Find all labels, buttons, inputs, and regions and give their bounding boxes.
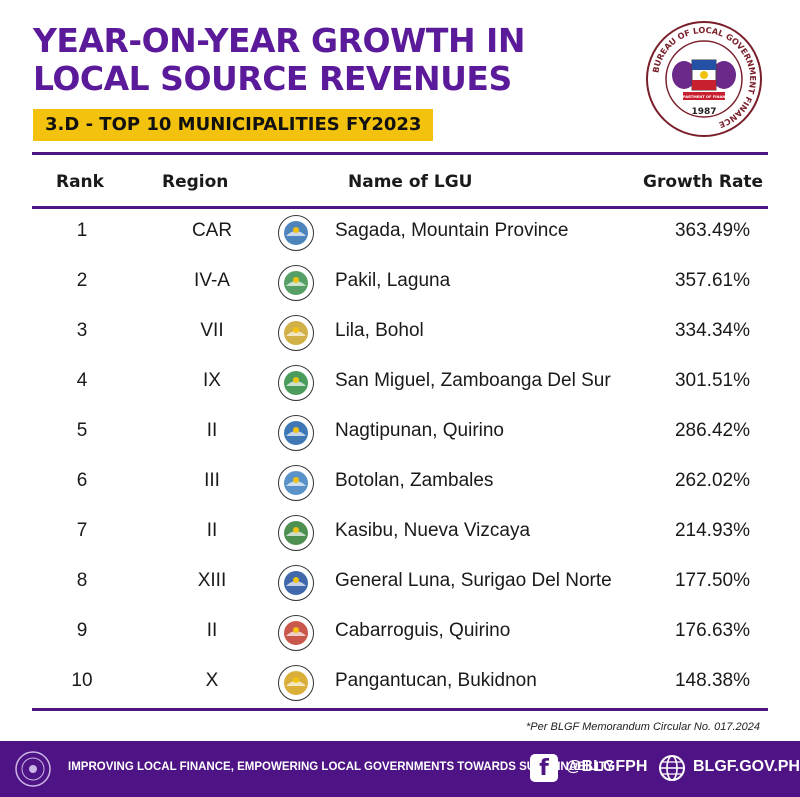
kasibu-seal-icon [278, 515, 314, 551]
header-growth-rate: Growth Rate [643, 172, 764, 192]
bottom-divider [32, 708, 768, 711]
facebook-icon[interactable]: f [530, 754, 558, 782]
region-cell: II [206, 620, 218, 641]
lgu-name-cell: Cabarroguis, Quirino [335, 620, 511, 641]
sagada-seal-icon [278, 215, 314, 251]
growth-rate-cell: 363.49% [674, 220, 750, 241]
header-divider [32, 206, 768, 209]
growth-rate-cell: 177.50% [674, 570, 750, 591]
footer-tagline: IMPROVING LOCAL FINANCE, EMPOWERING LOCA… [68, 761, 614, 773]
footnote: *Per BLGF Memorandum Circular No. 017.20… [526, 721, 760, 733]
region-cell: VII [200, 320, 224, 341]
lgu-name-cell: Lila, Bohol [335, 320, 424, 341]
growth-rate-cell: 301.51% [674, 370, 750, 391]
header-rank: Rank [56, 172, 104, 192]
rank-cell: 8 [76, 570, 88, 591]
seal-year: 1987 [691, 107, 716, 117]
table-row: 2 IV-A Pakil, Laguna 357.61% [32, 258, 768, 308]
table-row: 6 III Botolan, Zambales 262.02% [32, 458, 768, 508]
region-cell: IV-A [194, 270, 230, 291]
region-cell: CAR [191, 220, 233, 241]
lgu-name-cell: Botolan, Zambales [335, 470, 494, 491]
table-row: 8 XIII General Luna, Surigao Del Norte 177.… [32, 558, 768, 608]
san-miguel-seal-icon [278, 365, 314, 401]
region-cell: II [206, 520, 218, 541]
region-cell: IX [203, 370, 221, 391]
facebook-handle[interactable]: @BLGFPH [566, 758, 648, 775]
botolan-seal-icon [278, 465, 314, 501]
footer-bar: IMPROVING LOCAL FINANCE, EMPOWERING LOCA… [0, 741, 800, 797]
rank-cell: 4 [76, 370, 88, 391]
pakil-seal-icon [278, 265, 314, 301]
growth-rate-cell: 214.93% [674, 520, 750, 541]
footer-seal-icon [15, 751, 51, 787]
growth-rate-cell: 262.02% [674, 470, 750, 491]
lgu-name-cell: Pangantucan, Bukidnon [335, 670, 537, 691]
growth-rate-cell: 286.42% [674, 420, 750, 441]
rank-cell: 1 [76, 220, 88, 241]
subtitle-badge: 3.D - TOP 10 MUNICIPALITIES FY2023 [33, 109, 434, 141]
table-row: 9 II Cabarroguis, Quirino 176.63% [32, 608, 768, 658]
rank-cell: 2 [76, 270, 88, 291]
pangantucan-seal-icon [278, 665, 314, 701]
lgu-name-cell: San Miguel, Zamboanga Del Sur [335, 370, 611, 391]
growth-rate-cell: 148.38% [674, 670, 750, 691]
growth-rate-cell: 334.34% [674, 320, 750, 341]
cabarroguis-seal-icon [278, 615, 314, 651]
globe-icon[interactable] [658, 754, 686, 782]
lgu-name-cell: Kasibu, Nueva Vizcaya [335, 520, 531, 541]
lgu-name-cell: Nagtipunan, Quirino [335, 420, 504, 441]
general-luna-seal-icon [278, 565, 314, 601]
table-row: 3 VII Lila, Bohol 334.34% [32, 308, 768, 358]
growth-rate-cell: 357.61% [674, 270, 750, 291]
lgu-name-cell: Sagada, Mountain Province [335, 220, 569, 241]
lgu-name-cell: Pakil, Laguna [335, 270, 451, 291]
region-cell: X [205, 670, 219, 691]
table-row: 7 II Kasibu, Nueva Vizcaya 214.93% [32, 508, 768, 558]
rank-cell: 3 [76, 320, 88, 341]
region-cell: III [204, 470, 220, 491]
page-title: YEAR-ON-YEAR GROWTH IN LOCAL SOURCE REVE… [33, 22, 593, 98]
top-divider [32, 152, 768, 155]
rank-cell: 9 [76, 620, 88, 641]
nagtipunan-seal-icon [278, 415, 314, 451]
lila-seal-icon [278, 315, 314, 351]
region-cell: XIII [197, 570, 227, 591]
website-link[interactable]: BLGF.GOV.PH [693, 758, 800, 775]
seal-ribbon-text: DEPARTMENT OF FINANCE [678, 95, 731, 99]
lgu-name-cell: General Luna, Surigao Del Norte [335, 570, 612, 591]
rank-cell: 10 [71, 670, 93, 691]
table-row: 4 IX San Miguel, Zamboanga Del Sur 301.51% [32, 358, 768, 408]
rank-cell: 7 [76, 520, 88, 541]
title-line-1: YEAR-ON-YEAR GROWTH IN [33, 21, 525, 60]
table-row: 10 X Pangantucan, Bukidnon 148.38% [32, 658, 768, 708]
rank-cell: 5 [76, 420, 88, 441]
title-line-2: LOCAL SOURCE REVENUES [33, 59, 512, 98]
table-row: 5 II Nagtipunan, Quirino 286.42% [32, 408, 768, 458]
rank-cell: 6 [76, 470, 88, 491]
header-region: Region [162, 172, 229, 192]
blgf-seal-logo: BUREAU OF LOCAL GOVERNMENT FINANCE DEPAR… [646, 21, 762, 137]
table-row: 1 CAR Sagada, Mountain Province 363.49% [32, 208, 768, 258]
header-name: Name of LGU [348, 172, 473, 192]
region-cell: II [206, 420, 218, 441]
growth-rate-cell: 176.63% [674, 620, 750, 641]
